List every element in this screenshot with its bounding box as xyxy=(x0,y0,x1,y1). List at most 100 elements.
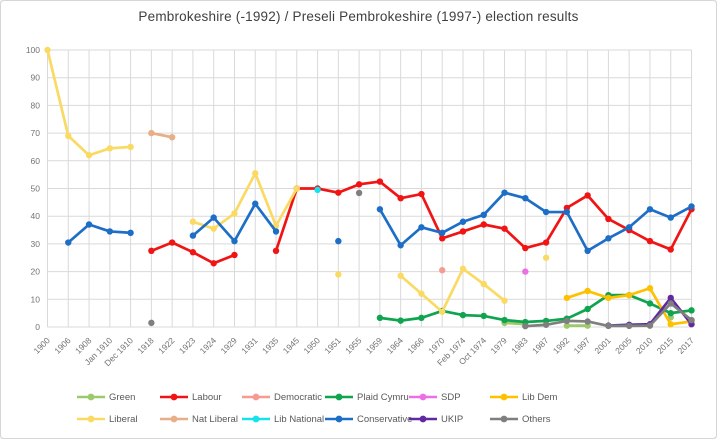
data-point-plaid-cymru xyxy=(480,312,487,320)
data-point-labour xyxy=(480,221,487,228)
data-point-lib-dem xyxy=(667,321,674,328)
data-point-plaid-cymru xyxy=(667,309,674,317)
legend-item-ukip: UKIP xyxy=(408,413,463,425)
y-tick-label: 40 xyxy=(31,211,41,221)
data-point-others xyxy=(667,300,674,307)
legend-label-lib-dem: Lib Dem xyxy=(522,391,558,403)
legend-item-lib-dem: Lib Dem xyxy=(489,391,557,403)
y-tick-label: 80 xyxy=(31,100,41,110)
data-point-conservative xyxy=(480,211,487,219)
y-tick-label: 10 xyxy=(31,294,41,304)
legend-label-liberal: Liberal xyxy=(109,413,138,425)
series-line-nat-liberal xyxy=(150,131,174,139)
legend-marker-labour xyxy=(160,393,188,401)
data-point-labour xyxy=(148,247,155,255)
x-tick-label: 1964 xyxy=(385,335,406,356)
data-point-conservative xyxy=(625,224,633,231)
x-tick-label: 1931 xyxy=(239,335,260,356)
data-point-conservative xyxy=(605,235,612,242)
data-point-liberal xyxy=(293,185,300,192)
data-point-labour xyxy=(605,215,612,223)
x-tick-label: 1955 xyxy=(343,335,364,356)
data-point-liberal xyxy=(252,170,259,177)
x-tick-label: 1987 xyxy=(530,335,551,356)
data-point-liberal xyxy=(106,145,114,152)
data-point-plaid-cymru xyxy=(501,316,508,324)
data-point-plaid-cymru xyxy=(459,311,467,319)
data-point-liberal xyxy=(44,46,51,54)
x-tick-label: 2015 xyxy=(655,335,676,356)
series-others xyxy=(148,189,695,330)
x-tick-label: 2010 xyxy=(634,335,655,356)
data-point-conservative xyxy=(272,228,280,235)
data-point-conservative xyxy=(542,208,550,216)
y-tick-label: 70 xyxy=(31,128,41,138)
data-point-conservative xyxy=(667,214,674,221)
data-point-ukip xyxy=(667,294,674,302)
y-tick-label: 20 xyxy=(31,267,41,277)
data-point-green xyxy=(563,322,571,329)
data-point-labour xyxy=(584,192,591,199)
series-sdp xyxy=(522,268,529,275)
data-point-labour xyxy=(459,228,467,235)
series-line-liberal xyxy=(399,267,506,314)
legend-item-green: Green xyxy=(76,391,135,403)
y-tick-label: 90 xyxy=(31,73,41,83)
data-point-liberal xyxy=(85,152,93,159)
x-tick-label: 2005 xyxy=(613,335,634,356)
data-point-liberal xyxy=(501,297,508,304)
data-point-plaid-cymru xyxy=(688,307,695,314)
x-tick-label: 1929 xyxy=(218,335,239,356)
legend-marker-others xyxy=(490,415,518,423)
data-point-conservative xyxy=(522,194,529,202)
legend-label-labour: Labour xyxy=(192,391,222,403)
data-point-nat-liberal xyxy=(148,129,155,137)
data-point-liberal xyxy=(397,272,404,279)
data-point-others xyxy=(625,322,633,330)
x-tick-label: 1923 xyxy=(177,335,198,356)
x-tick-label: 1900 xyxy=(31,335,52,356)
series-democratic xyxy=(439,267,446,274)
y-tick-label: 100 xyxy=(26,45,40,55)
x-tick-label: 1906 xyxy=(52,335,73,356)
data-point-labour xyxy=(231,251,238,259)
legend-label-sdp: SDP xyxy=(441,391,461,403)
x-tick-label: 1945 xyxy=(281,335,302,356)
x-tick-label: 1983 xyxy=(509,335,530,356)
y-tick-label: 60 xyxy=(31,156,41,166)
data-point-conservative xyxy=(127,229,134,237)
x-tick-label: 2017 xyxy=(675,335,696,356)
data-point-conservative xyxy=(688,203,695,210)
legend-item-others: Others xyxy=(489,413,551,425)
data-point-labour xyxy=(168,239,176,246)
legend-label-democratic: Democratic xyxy=(274,391,323,403)
data-point-labour xyxy=(418,190,425,198)
legend-marker-liberal xyxy=(77,415,105,423)
legend-marker-democratic xyxy=(242,393,270,401)
data-point-liberal xyxy=(335,271,342,278)
legend-label-plaid-cymru: Plaid Cymru xyxy=(357,391,409,403)
data-point-others xyxy=(522,322,529,330)
data-point-liberal xyxy=(231,210,238,217)
data-point-liberal xyxy=(480,280,487,288)
data-point-plaid-cymru xyxy=(646,300,654,307)
data-point-conservative xyxy=(189,232,197,239)
data-point-liberal xyxy=(459,265,467,273)
data-point-lib-dem xyxy=(563,294,571,302)
data-point-labour xyxy=(272,247,280,255)
data-point-lib-dem xyxy=(646,285,654,292)
x-tick-label: 1950 xyxy=(302,335,323,356)
y-tick-label: 30 xyxy=(31,239,41,249)
legend-item-plaid-cymru: Plaid Cymru xyxy=(324,391,409,403)
data-point-conservative xyxy=(106,228,114,235)
data-point-conservative xyxy=(439,229,446,237)
data-point-lib-dem xyxy=(625,291,633,299)
legend-item-liberal: Liberal xyxy=(76,413,138,425)
data-point-conservative xyxy=(418,224,425,231)
x-tick-label: 1979 xyxy=(488,335,509,356)
data-point-others xyxy=(584,318,591,325)
data-point-sdp xyxy=(522,268,529,275)
legend-item-democratic: Democratic xyxy=(241,391,322,403)
legend-marker-conservative xyxy=(325,415,353,423)
data-point-labour xyxy=(501,225,508,232)
